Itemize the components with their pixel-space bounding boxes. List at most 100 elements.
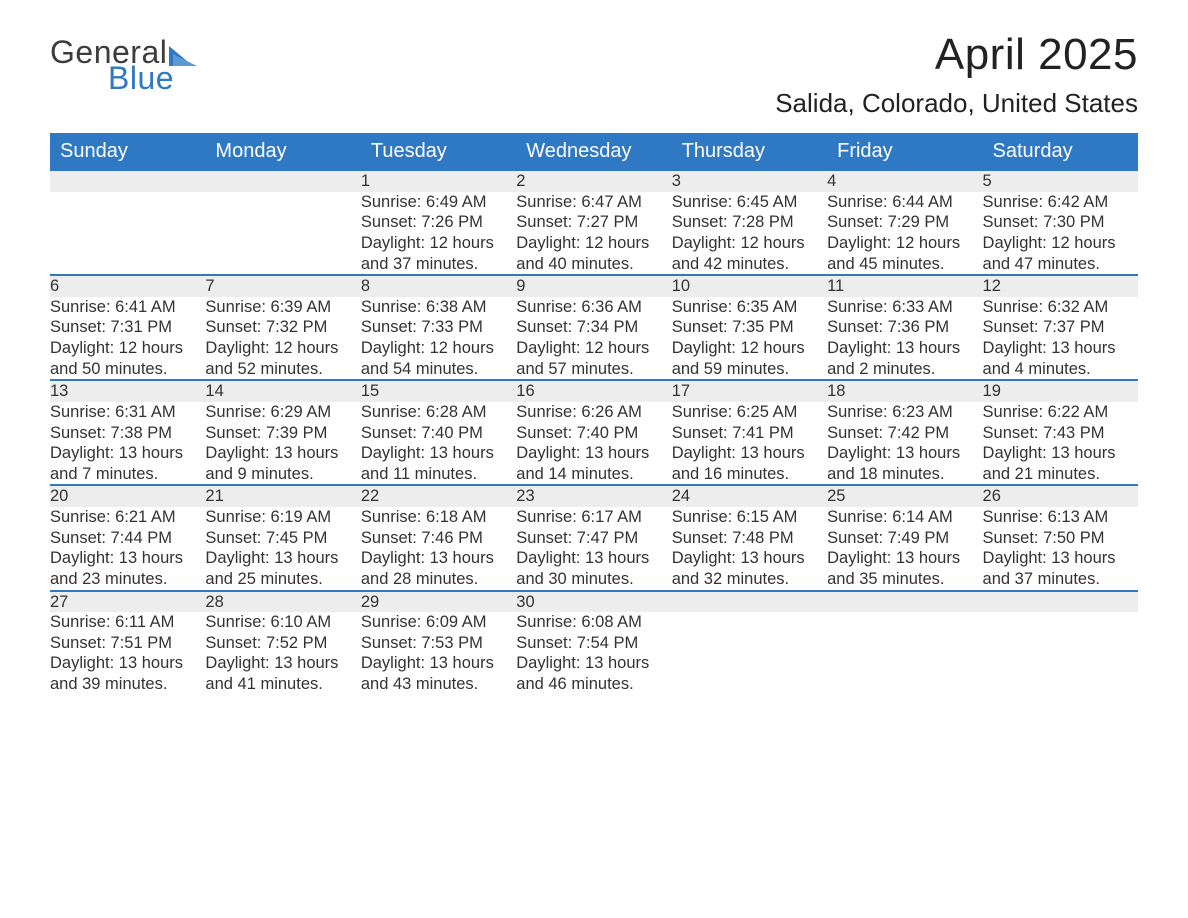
week-daynum-row: 12345 bbox=[50, 171, 1138, 192]
title-block: April 2025 Salida, Colorado, United Stat… bbox=[775, 30, 1138, 119]
daylight-text: Daylight: 13 hours and 23 minutes. bbox=[50, 548, 205, 589]
sunrise-text: Sunrise: 6:15 AM bbox=[672, 507, 827, 528]
day-body-cell: Sunrise: 6:26 AMSunset: 7:40 PMDaylight:… bbox=[516, 402, 671, 486]
day-body-cell: Sunrise: 6:36 AMSunset: 7:34 PMDaylight:… bbox=[516, 297, 671, 381]
day-number-cell: 28 bbox=[205, 591, 360, 613]
sunset-text: Sunset: 7:50 PM bbox=[983, 528, 1138, 549]
day-body-cell: Sunrise: 6:13 AMSunset: 7:50 PMDaylight:… bbox=[983, 507, 1138, 591]
sunrise-text: Sunrise: 6:35 AM bbox=[672, 297, 827, 318]
daylight-text: Daylight: 13 hours and 41 minutes. bbox=[205, 653, 360, 694]
sunrise-text: Sunrise: 6:49 AM bbox=[361, 192, 516, 213]
sunset-text: Sunset: 7:27 PM bbox=[516, 212, 671, 233]
sunrise-text: Sunrise: 6:47 AM bbox=[516, 192, 671, 213]
day-number-cell: 1 bbox=[361, 171, 516, 192]
header: General Blue April 2025 Salida, Colorado… bbox=[50, 30, 1138, 119]
sunrise-text: Sunrise: 6:23 AM bbox=[827, 402, 982, 423]
sunrise-text: Sunrise: 6:31 AM bbox=[50, 402, 205, 423]
daylight-text: Daylight: 13 hours and 35 minutes. bbox=[827, 548, 982, 589]
weekday-header: Tuesday bbox=[361, 133, 516, 171]
day-body-cell: Sunrise: 6:41 AMSunset: 7:31 PMDaylight:… bbox=[50, 297, 205, 381]
weekday-header: Sunday bbox=[50, 133, 205, 171]
daylight-text: Daylight: 13 hours and 39 minutes. bbox=[50, 653, 205, 694]
weekday-header: Monday bbox=[205, 133, 360, 171]
week-body-row: Sunrise: 6:21 AMSunset: 7:44 PMDaylight:… bbox=[50, 507, 1138, 591]
sunset-text: Sunset: 7:51 PM bbox=[50, 633, 205, 654]
daylight-text: Daylight: 13 hours and 28 minutes. bbox=[361, 548, 516, 589]
day-body-cell: Sunrise: 6:22 AMSunset: 7:43 PMDaylight:… bbox=[983, 402, 1138, 486]
day-number-cell: 30 bbox=[516, 591, 671, 613]
day-body-cell: Sunrise: 6:09 AMSunset: 7:53 PMDaylight:… bbox=[361, 612, 516, 695]
daylight-text: Daylight: 13 hours and 9 minutes. bbox=[205, 443, 360, 484]
weekday-header: Thursday bbox=[672, 133, 827, 171]
day-number-cell: 12 bbox=[983, 275, 1138, 297]
sunrise-text: Sunrise: 6:17 AM bbox=[516, 507, 671, 528]
sunset-text: Sunset: 7:28 PM bbox=[672, 212, 827, 233]
sunrise-text: Sunrise: 6:29 AM bbox=[205, 402, 360, 423]
sunrise-text: Sunrise: 6:45 AM bbox=[672, 192, 827, 213]
day-body-cell: Sunrise: 6:47 AMSunset: 7:27 PMDaylight:… bbox=[516, 192, 671, 276]
sunrise-text: Sunrise: 6:41 AM bbox=[50, 297, 205, 318]
day-body-cell bbox=[50, 192, 205, 276]
day-number-cell: 22 bbox=[361, 485, 516, 507]
sunrise-text: Sunrise: 6:26 AM bbox=[516, 402, 671, 423]
sunset-text: Sunset: 7:32 PM bbox=[205, 317, 360, 338]
day-body-cell bbox=[205, 192, 360, 276]
day-number-cell: 3 bbox=[672, 171, 827, 192]
sunrise-text: Sunrise: 6:25 AM bbox=[672, 402, 827, 423]
day-number-cell: 27 bbox=[50, 591, 205, 613]
sunset-text: Sunset: 7:47 PM bbox=[516, 528, 671, 549]
daylight-text: Daylight: 12 hours and 57 minutes. bbox=[516, 338, 671, 379]
day-number-cell: 15 bbox=[361, 380, 516, 402]
daylight-text: Daylight: 13 hours and 21 minutes. bbox=[983, 443, 1138, 484]
sunset-text: Sunset: 7:38 PM bbox=[50, 423, 205, 444]
week-body-row: Sunrise: 6:49 AMSunset: 7:26 PMDaylight:… bbox=[50, 192, 1138, 276]
day-body-cell: Sunrise: 6:11 AMSunset: 7:51 PMDaylight:… bbox=[50, 612, 205, 695]
sunrise-text: Sunrise: 6:11 AM bbox=[50, 612, 205, 633]
sunrise-text: Sunrise: 6:13 AM bbox=[983, 507, 1138, 528]
sunrise-text: Sunrise: 6:22 AM bbox=[983, 402, 1138, 423]
day-body-cell: Sunrise: 6:17 AMSunset: 7:47 PMDaylight:… bbox=[516, 507, 671, 591]
day-number-cell bbox=[205, 171, 360, 192]
daylight-text: Daylight: 13 hours and 46 minutes. bbox=[516, 653, 671, 694]
sunrise-text: Sunrise: 6:33 AM bbox=[827, 297, 982, 318]
week-daynum-row: 13141516171819 bbox=[50, 380, 1138, 402]
brand-logo: General Blue bbox=[50, 30, 201, 94]
day-number-cell: 7 bbox=[205, 275, 360, 297]
day-number-cell: 26 bbox=[983, 485, 1138, 507]
week-daynum-row: 20212223242526 bbox=[50, 485, 1138, 507]
sunrise-text: Sunrise: 6:39 AM bbox=[205, 297, 360, 318]
daylight-text: Daylight: 12 hours and 37 minutes. bbox=[361, 233, 516, 274]
day-body-cell: Sunrise: 6:23 AMSunset: 7:42 PMDaylight:… bbox=[827, 402, 982, 486]
day-number-cell: 13 bbox=[50, 380, 205, 402]
week-daynum-row: 6789101112 bbox=[50, 275, 1138, 297]
location-subtitle: Salida, Colorado, United States bbox=[775, 88, 1138, 119]
daylight-text: Daylight: 13 hours and 30 minutes. bbox=[516, 548, 671, 589]
day-body-cell: Sunrise: 6:25 AMSunset: 7:41 PMDaylight:… bbox=[672, 402, 827, 486]
sunset-text: Sunset: 7:48 PM bbox=[672, 528, 827, 549]
day-body-cell: Sunrise: 6:42 AMSunset: 7:30 PMDaylight:… bbox=[983, 192, 1138, 276]
daylight-text: Daylight: 13 hours and 37 minutes. bbox=[983, 548, 1138, 589]
day-number-cell: 24 bbox=[672, 485, 827, 507]
day-number-cell: 4 bbox=[827, 171, 982, 192]
daylight-text: Daylight: 13 hours and 25 minutes. bbox=[205, 548, 360, 589]
day-body-cell: Sunrise: 6:14 AMSunset: 7:49 PMDaylight:… bbox=[827, 507, 982, 591]
day-number-cell: 9 bbox=[516, 275, 671, 297]
day-number-cell: 20 bbox=[50, 485, 205, 507]
sunset-text: Sunset: 7:42 PM bbox=[827, 423, 982, 444]
sunrise-text: Sunrise: 6:36 AM bbox=[516, 297, 671, 318]
sunset-text: Sunset: 7:29 PM bbox=[827, 212, 982, 233]
sunrise-text: Sunrise: 6:09 AM bbox=[361, 612, 516, 633]
day-body-cell: Sunrise: 6:19 AMSunset: 7:45 PMDaylight:… bbox=[205, 507, 360, 591]
sunrise-text: Sunrise: 6:32 AM bbox=[983, 297, 1138, 318]
sunrise-text: Sunrise: 6:08 AM bbox=[516, 612, 671, 633]
day-body-cell: Sunrise: 6:32 AMSunset: 7:37 PMDaylight:… bbox=[983, 297, 1138, 381]
daylight-text: Daylight: 13 hours and 14 minutes. bbox=[516, 443, 671, 484]
day-number-cell: 6 bbox=[50, 275, 205, 297]
day-number-cell: 5 bbox=[983, 171, 1138, 192]
sunset-text: Sunset: 7:40 PM bbox=[361, 423, 516, 444]
sunset-text: Sunset: 7:34 PM bbox=[516, 317, 671, 338]
sunrise-text: Sunrise: 6:21 AM bbox=[50, 507, 205, 528]
sunrise-text: Sunrise: 6:44 AM bbox=[827, 192, 982, 213]
day-number-cell: 29 bbox=[361, 591, 516, 613]
day-number-cell: 23 bbox=[516, 485, 671, 507]
